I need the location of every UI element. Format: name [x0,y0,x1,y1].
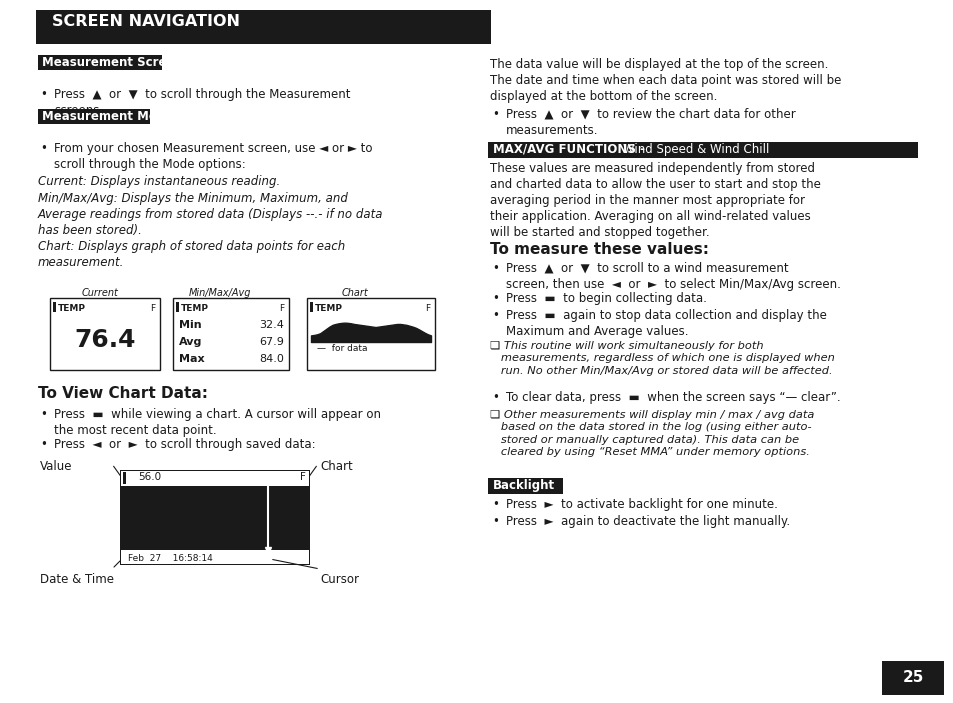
Text: 25: 25 [902,671,923,685]
Text: Chart: Chart [341,288,368,298]
Bar [488,478,562,494]
Text: •: • [492,262,498,275]
Text: Press  ▬  again to stop data collection and display the
Maximum and Average valu: Press ▬ again to stop data collection an… [505,309,826,338]
Text: •: • [40,408,47,421]
Text: Press  ▲  or  ▼  to scroll through the Measurement
screens.: Press ▲ or ▼ to scroll through the Measu… [54,88,350,117]
Text: •: • [40,88,47,101]
Text: Min: Min [179,320,201,330]
Text: 67.9: 67.9 [259,337,284,347]
Bar [120,470,310,565]
Text: F: F [278,304,284,313]
Text: TEMP: TEMP [181,304,209,313]
Bar [121,471,309,486]
Text: Avg: Avg [179,337,202,347]
Text: •: • [492,108,498,121]
Text: Max: Max [179,354,204,364]
Text: The data value will be displayed at the top of the screen.
The date and time whe: The data value will be displayed at the … [490,58,841,103]
Text: Min/Max/Avg: Min/Max/Avg [189,288,251,298]
Text: To measure these values:: To measure these values: [490,242,708,257]
Text: Cursor: Cursor [319,573,358,586]
Text: •: • [40,438,47,451]
Text: ❏ This routine will work simultaneously for both
   measurements, regardless of : ❏ This routine will work simultaneously … [490,341,834,376]
Text: ❏ Other measurements will display min / max / avg data
   based on the data stor: ❏ Other measurements will display min / … [490,410,814,457]
Text: Press  ▲  or  ▼  to scroll to a wind measurement
screen, then use  ◄  or  ►  to : Press ▲ or ▼ to scroll to a wind measure… [505,262,840,291]
Text: •: • [492,498,498,511]
Text: Press  ►  again to deactivate the light manually.: Press ► again to deactivate the light ma… [505,515,789,528]
Text: •: • [40,142,47,155]
Bar [307,298,435,370]
Text: 32.4: 32.4 [259,320,284,330]
Text: From your chosen Measurement screen, use ◄ or ► to
scroll through the Mode optio: From your chosen Measurement screen, use… [54,142,372,171]
Text: Backlight: Backlight [493,479,555,492]
Bar [175,302,179,312]
Bar [38,109,150,124]
Bar [50,298,160,370]
Text: Current: Current [81,288,118,298]
Text: To clear data, press  ▬  when the screen says “— clear”.: To clear data, press ▬ when the screen s… [505,391,840,404]
Bar [310,302,313,312]
Text: Min/Max/Avg: Displays the Minimum, Maximum, and
Average readings from stored dat: Min/Max/Avg: Displays the Minimum, Maxim… [38,192,383,237]
Text: Feb  27    16:58:14: Feb 27 16:58:14 [128,554,213,563]
Text: Wind Speed & Wind Chill: Wind Speed & Wind Chill [622,143,768,156]
Bar [172,298,289,370]
Text: Measurement Modes: Measurement Modes [42,110,180,123]
Text: These values are measured independently from stored
and charted data to allow th: These values are measured independently … [490,162,820,239]
Text: To View Chart Data:: To View Chart Data: [38,386,208,401]
Text: Press  ▬  to begin collecting data.: Press ▬ to begin collecting data. [505,292,706,305]
Text: Press  ◄  or  ►  to scroll through saved data:: Press ◄ or ► to scroll through saved dat… [54,438,315,451]
Text: •: • [492,309,498,322]
Text: 84.0: 84.0 [259,354,284,364]
Text: Date & Time: Date & Time [40,573,113,586]
Text: Press  ►  to activate backlight for one minute.: Press ► to activate backlight for one mi… [505,498,777,511]
Text: Press  ▬  while viewing a chart. A cursor will appear on
the most recent data po: Press ▬ while viewing a chart. A cursor … [54,408,380,437]
Text: SCREEN NAVIGATION: SCREEN NAVIGATION [52,15,240,30]
Text: •: • [492,292,498,305]
Text: TEMP: TEMP [314,304,343,313]
Bar [123,472,126,484]
Text: F: F [424,304,430,313]
Bar [488,142,917,158]
Text: TEMP: TEMP [58,304,86,313]
Text: Current: Displays instantaneous reading.: Current: Displays instantaneous reading. [38,175,280,188]
Text: Measurement Screens: Measurement Screens [42,56,190,69]
Text: •: • [492,391,498,404]
Bar [36,10,491,44]
Text: •: • [492,515,498,528]
Bar [882,661,943,695]
Bar [121,550,309,564]
Text: Chart: Chart [319,460,353,473]
Text: 56.0: 56.0 [138,472,161,482]
Bar [53,302,56,312]
Text: Press  ▲  or  ▼  to review the chart data for other
measurements.: Press ▲ or ▼ to review the chart data fo… [505,108,795,137]
Bar [38,55,162,70]
Text: F: F [300,472,306,482]
Text: F: F [150,304,154,313]
Text: Value: Value [40,460,72,473]
Text: —  for data: — for data [316,344,367,353]
Text: MAX/AVG FUNCTIONS -: MAX/AVG FUNCTIONS - [493,143,648,156]
Text: 76.4: 76.4 [74,328,135,352]
Text: Chart: Displays graph of stored data points for each
measurement.: Chart: Displays graph of stored data poi… [38,240,345,269]
